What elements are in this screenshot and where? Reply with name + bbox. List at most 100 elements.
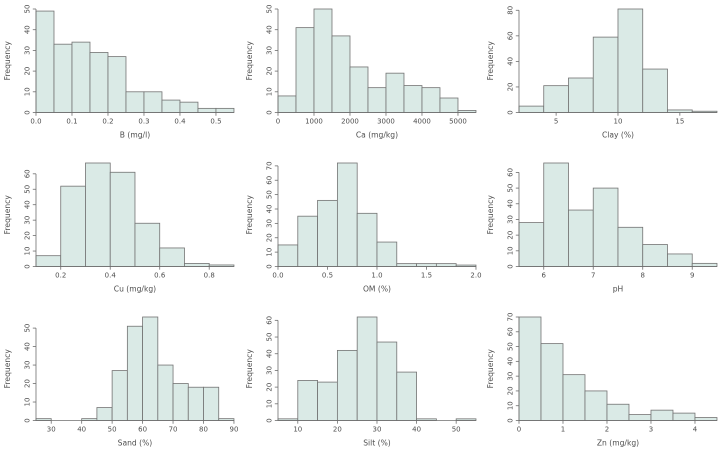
x-tick-label: 5 xyxy=(554,117,558,125)
histogram-bar xyxy=(543,85,570,113)
y-axis-title: Frequency xyxy=(3,349,12,389)
y-tick-label: 30 xyxy=(265,46,273,55)
x-tick-label: 4 xyxy=(693,425,698,433)
y-tick-label: 0 xyxy=(23,110,31,114)
x-tick-label: 4000 xyxy=(413,117,431,125)
x-tick-label: 70 xyxy=(169,425,178,433)
x-tick-label: 1.5 xyxy=(421,271,432,279)
histogram-bar xyxy=(518,222,545,267)
x-axis-title: B (mg/l) xyxy=(120,130,150,139)
histogram-bar xyxy=(568,77,594,113)
x-tick-label: 90 xyxy=(230,425,239,433)
x-axis-title: Zn (mg/kg) xyxy=(597,438,639,447)
y-tick-label: 10 xyxy=(23,87,31,96)
histogram-clay-chart: 5 10 15 0 20 40 60 80 Clay (%) Frequency xyxy=(486,6,718,140)
y-tick-label: 0 xyxy=(265,264,273,268)
x-tick-label: 0 xyxy=(275,117,279,125)
histogram-bar xyxy=(161,99,181,113)
y-tick-label: 60 xyxy=(507,327,515,336)
histogram-bar xyxy=(396,371,417,421)
y-tick-label: 20 xyxy=(23,67,31,76)
histogram-bar xyxy=(650,409,674,421)
histogram-bar xyxy=(89,52,109,113)
histogram-bar xyxy=(60,185,86,267)
histogram-bar xyxy=(667,253,693,267)
x-tick-label: 0.0 xyxy=(30,117,41,125)
y-tick-label: 50 xyxy=(23,324,31,333)
histogram-bar xyxy=(356,316,378,421)
x-tick-label: 80 xyxy=(199,425,208,433)
y-tick-label: 40 xyxy=(507,57,515,66)
histogram-panel-b: 0.0 0.1 0.2 0.3 0.4 0.5 0 10 20 30 40 50 B (mg/l) Fre… xyxy=(0,0,242,154)
x-axis-title: pH xyxy=(613,284,624,293)
x-tick-label: 10 xyxy=(614,117,623,125)
histogram-bar xyxy=(71,41,91,113)
y-tick-label: 40 xyxy=(23,200,31,209)
x-tick-label: 2 xyxy=(605,425,609,433)
histogram-bar xyxy=(543,162,570,267)
y-tick-label: 60 xyxy=(265,316,273,325)
y-tick-label: 20 xyxy=(265,233,273,242)
histogram-bar xyxy=(331,35,351,113)
histogram-bar xyxy=(203,386,220,421)
x-tick-label: 2.0 xyxy=(470,271,481,279)
histogram-bar xyxy=(421,87,441,113)
y-tick-label: 20 xyxy=(507,82,515,91)
y-tick-label: 0 xyxy=(507,418,515,422)
x-tick-label: 40 xyxy=(77,425,86,433)
x-tick-label: 0.3 xyxy=(138,117,149,125)
x-tick-label: 0.2 xyxy=(55,271,66,279)
histogram-bar xyxy=(692,262,718,267)
histogram-bar xyxy=(617,8,644,113)
histogram-panel-cu: 0.2 0.4 0.6 0.8 0 10 20 30 40 50 60 Cu (mg/kg) Frequ… xyxy=(0,154,242,308)
histogram-bar xyxy=(316,199,338,267)
histogram-bar xyxy=(277,95,297,113)
y-axis-title: Frequency xyxy=(486,349,495,389)
y-tick-label: 10 xyxy=(507,246,515,255)
y-tick-label: 80 xyxy=(507,6,515,15)
x-tick-label: 10 xyxy=(293,425,302,433)
histogram-bar xyxy=(184,263,210,267)
histogram-panel-ca: 0 1000 2000 3000 4000 5000 0 10 20 30 40 50 Ca (mg/k… xyxy=(242,0,484,154)
y-axis-title: Frequency xyxy=(245,195,254,235)
histogram-bar xyxy=(35,10,55,113)
histogram-bar xyxy=(157,364,174,421)
histogram-bar xyxy=(297,380,318,421)
histogram-om-chart: 0.0 0.5 1.0 1.5 2.0 0 10 20 30 40 50 60 70 OM (%) Freq… xyxy=(245,161,482,293)
x-tick-label: 1 xyxy=(561,425,565,433)
y-tick-label: 40 xyxy=(265,349,273,358)
y-tick-label: 40 xyxy=(265,25,273,34)
histogram-bar xyxy=(215,107,235,113)
x-tick-label: 8 xyxy=(641,271,645,279)
y-tick-label: 50 xyxy=(23,5,31,14)
y-tick-label: 40 xyxy=(507,199,515,208)
histogram-bar xyxy=(277,244,298,267)
y-tick-label: 60 xyxy=(23,169,31,178)
histogram-panel-sand: 30 40 50 60 70 80 90 0 10 20 30 40 50 Sand (%) Frequen… xyxy=(0,308,242,462)
x-axis-title: Sand (%) xyxy=(118,438,153,447)
histogram-bar xyxy=(584,390,608,421)
x-tick-label: 15 xyxy=(676,117,685,125)
y-tick-label: 0 xyxy=(265,418,273,422)
histogram-b-chart: 0.0 0.1 0.2 0.3 0.4 0.5 0 10 20 30 40 50 B (mg/l) Fre… xyxy=(3,5,235,140)
y-tick-label: 0 xyxy=(23,264,31,268)
y-tick-label: 70 xyxy=(507,313,515,322)
histogram-bar xyxy=(568,209,594,267)
histogram-bar xyxy=(109,171,136,267)
x-axis-title: Silt (%) xyxy=(363,438,391,447)
histogram-bar xyxy=(111,370,128,421)
histogram-bar xyxy=(295,27,315,113)
y-tick-label: 20 xyxy=(507,231,515,240)
x-tick-label: 2000 xyxy=(341,117,359,125)
y-tick-label: 30 xyxy=(507,215,515,224)
y-tick-label: 20 xyxy=(507,386,515,395)
histogram-ca-chart: 0 1000 2000 3000 4000 5000 0 10 20 30 40 50 Ca (mg/k… xyxy=(245,5,477,140)
x-axis-title: Clay (%) xyxy=(602,130,634,139)
x-tick-label: 0.8 xyxy=(204,271,215,279)
histogram-bar xyxy=(96,407,113,421)
x-tick-label: 60 xyxy=(138,425,147,433)
y-tick-label: 50 xyxy=(507,184,515,193)
x-tick-label: 0.5 xyxy=(322,271,333,279)
y-tick-label: 50 xyxy=(265,333,273,342)
